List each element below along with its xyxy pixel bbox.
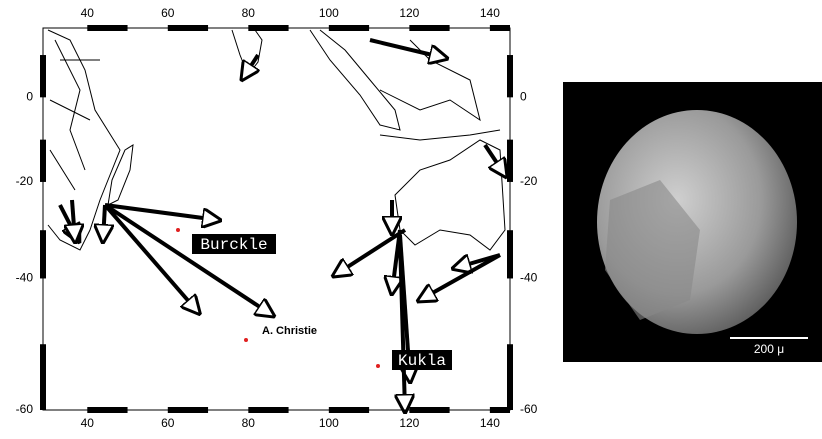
- frame-stripe: [87, 25, 127, 31]
- x-tick-label: 40: [81, 6, 95, 20]
- y-tick-label: -40: [520, 271, 538, 285]
- site-dot: [244, 338, 248, 342]
- x-tick-label: 60: [161, 416, 175, 430]
- figure: Burckle A. Christie Kukla 200 μ 40 40 60 60…: [0, 0, 822, 434]
- frame-stripe: [490, 25, 510, 31]
- frame-stripe: [248, 407, 288, 413]
- y-tick-label: -20: [520, 174, 538, 188]
- y-tick-label: -60: [520, 402, 538, 416]
- site-label: A. Christie: [262, 325, 317, 337]
- frame-stripe: [507, 344, 513, 410]
- frame-stripe: [87, 407, 127, 413]
- frame-stripe: [490, 407, 510, 413]
- y-tick-label: -20: [16, 174, 34, 188]
- frame-stripe: [40, 344, 46, 410]
- frame-stripe: [507, 55, 513, 97]
- frame-stripe: [168, 407, 208, 413]
- y-tick-label: -40: [16, 271, 34, 285]
- site-label: Burckle: [200, 236, 267, 254]
- frame-stripe: [329, 407, 369, 413]
- frame-stripe: [40, 55, 46, 97]
- y-tick-label: -60: [16, 402, 34, 416]
- x-tick-label: 120: [399, 6, 419, 20]
- x-tick-label: 140: [480, 6, 500, 20]
- x-tick-label: 100: [319, 6, 339, 20]
- frame-stripe: [409, 25, 449, 31]
- micrograph: 200 μ: [563, 82, 822, 362]
- frame-stripe: [168, 25, 208, 31]
- frame-stripe: [329, 25, 369, 31]
- y-tick-label: 0: [520, 90, 527, 104]
- frame-stripe: [40, 140, 46, 182]
- x-tick-label: 80: [242, 416, 256, 430]
- y-tick-label: 0: [26, 90, 33, 104]
- x-tick-label: 120: [399, 416, 419, 430]
- site-dot: [376, 364, 380, 368]
- site-dot: [176, 228, 180, 232]
- x-tick-label: 60: [161, 6, 175, 20]
- frame-stripe: [40, 230, 46, 278]
- site-label: Kukla: [398, 352, 446, 370]
- frame-stripe: [248, 25, 288, 31]
- x-tick-label: 40: [81, 416, 95, 430]
- map: Burckle A. Christie Kukla: [43, 28, 510, 410]
- frame-stripe: [507, 140, 513, 182]
- frame-stripe: [507, 230, 513, 278]
- x-tick-label: 140: [480, 416, 500, 430]
- x-tick-label: 100: [319, 416, 339, 430]
- scale-label: 200 μ: [754, 342, 784, 356]
- frame-stripe: [409, 407, 449, 413]
- x-tick-label: 80: [242, 6, 256, 20]
